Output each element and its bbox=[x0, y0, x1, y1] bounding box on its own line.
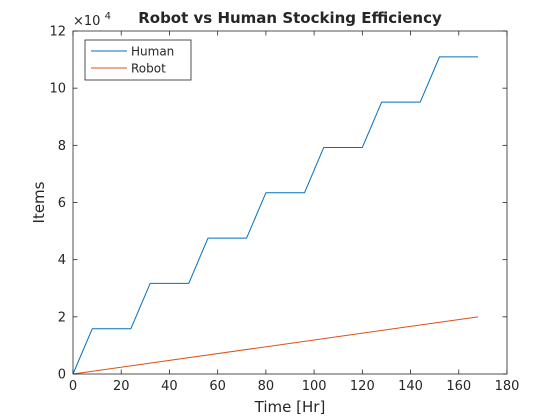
y-tick-label: 0 bbox=[58, 368, 66, 383]
legend: Human Robot bbox=[84, 39, 192, 81]
x-tick-label: 80 bbox=[258, 379, 275, 394]
legend-label-robot: Robot bbox=[131, 62, 166, 76]
y-tick-label: 10 bbox=[49, 82, 66, 97]
legend-box bbox=[84, 39, 192, 81]
x-tick-label: 160 bbox=[446, 379, 471, 394]
plot-background bbox=[73, 31, 507, 374]
series-line-human bbox=[72, 56, 479, 375]
x-tick-label: 60 bbox=[209, 379, 226, 394]
legend-label-human: Human bbox=[131, 45, 174, 59]
y-tick-label: 4 bbox=[58, 253, 66, 268]
x-tick-label: 40 bbox=[161, 379, 178, 394]
x-tick-label: 120 bbox=[350, 379, 375, 394]
x-axis-label: Time [Hr] bbox=[254, 398, 326, 416]
x-ticks: 0 20 40 60 80 100 120 140 160 180 bbox=[69, 31, 520, 394]
y-axis-exponent: ×10 4 bbox=[73, 11, 111, 29]
x-tick-label: 100 bbox=[302, 379, 327, 394]
chart-title: Robot vs Human Stocking Efficiency bbox=[138, 9, 442, 27]
y-axis-exponent-power: 4 bbox=[105, 11, 111, 22]
x-tick-label: 180 bbox=[495, 379, 520, 394]
x-tick-label: 20 bbox=[113, 379, 130, 394]
y-tick-label: 6 bbox=[58, 196, 66, 211]
y-ticks: 0 2 4 6 8 10 12 bbox=[49, 25, 507, 383]
x-tick-label: 140 bbox=[398, 379, 423, 394]
series-layer bbox=[72, 56, 479, 375]
y-tick-label: 12 bbox=[49, 25, 66, 40]
y-axis-exponent-base: ×10 bbox=[73, 14, 100, 29]
x-tick-label: 0 bbox=[69, 379, 77, 394]
y-tick-label: 2 bbox=[58, 310, 66, 325]
y-axis-label: Items bbox=[30, 181, 48, 223]
series-line-robot bbox=[72, 316, 479, 375]
y-tick-label: 8 bbox=[58, 139, 66, 154]
